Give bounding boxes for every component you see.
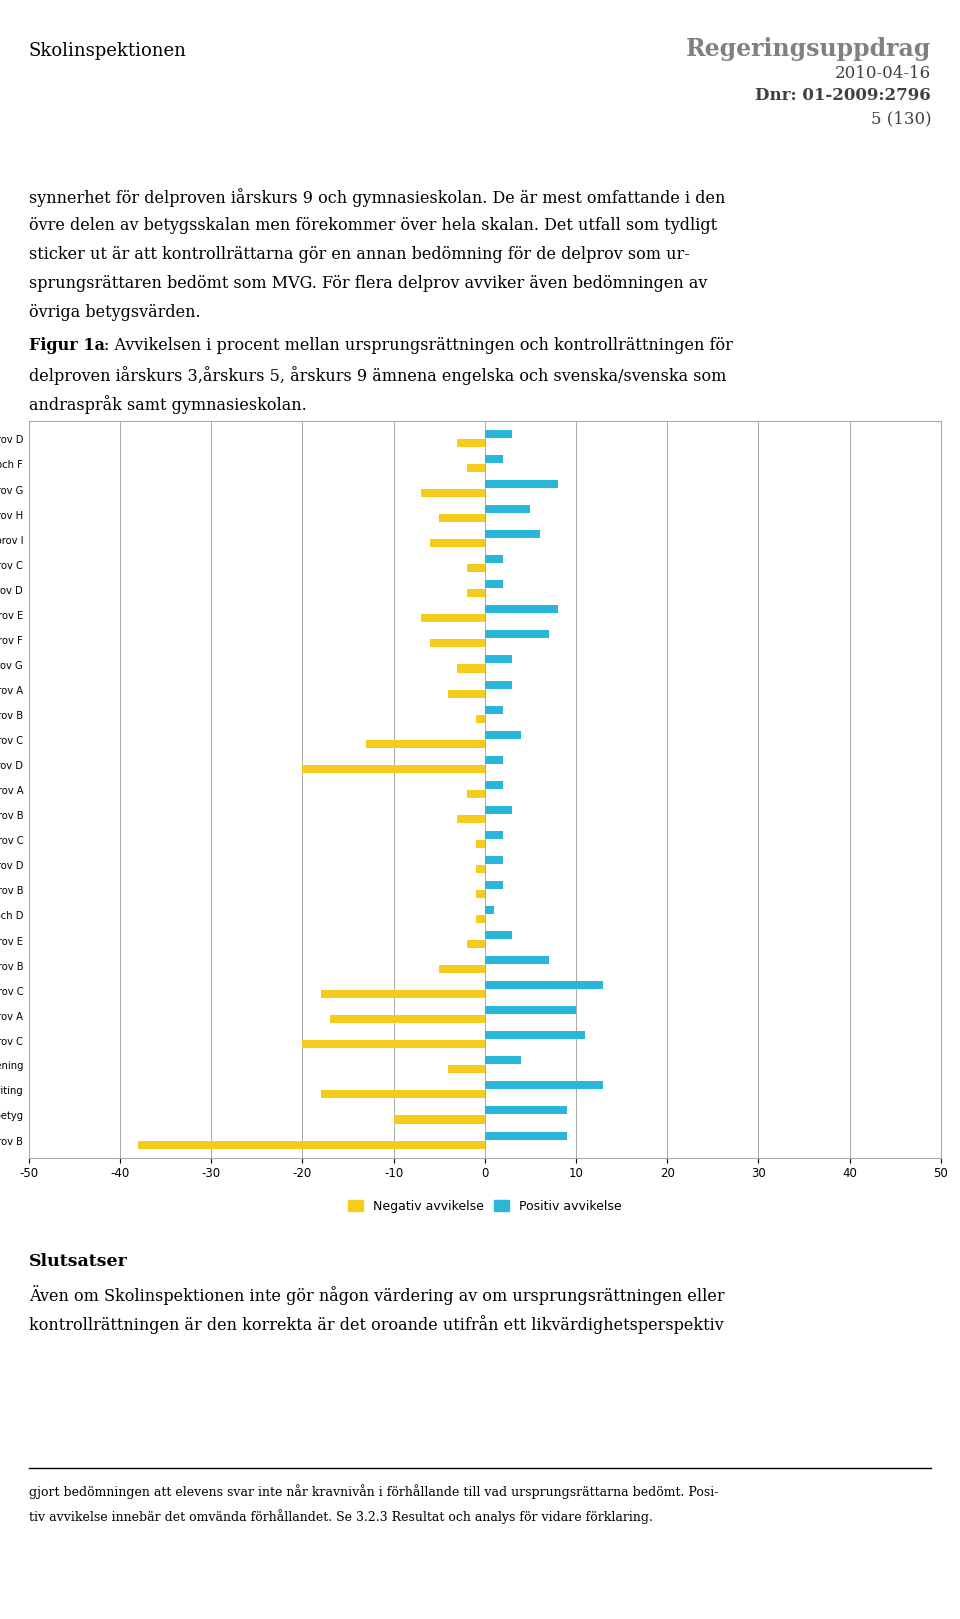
Bar (430, 640, 485, 648)
Bar (476, 840, 485, 848)
Bar (485, 555, 503, 563)
Text: tiv avvikelse innebär det omvända förhållandet. Se 3.2.3 Resultat och analys för: tiv avvikelse innebär det omvända förhål… (29, 1509, 653, 1523)
Bar (467, 589, 485, 597)
Bar (485, 730, 521, 738)
Bar (485, 780, 503, 788)
Bar (485, 431, 513, 439)
Bar (467, 565, 485, 572)
Text: delproven iårskurs 3,årskurs 5, årskurs 9 ämnena engelska och svenska/svenska so: delproven iårskurs 3,årskurs 5, årskurs … (29, 366, 726, 385)
Bar (485, 606, 558, 614)
Bar (457, 664, 485, 672)
Bar (485, 481, 558, 487)
Text: 2010-04-16: 2010-04-16 (835, 65, 931, 83)
Bar (467, 465, 485, 473)
Text: : Avvikelsen i procent mellan ursprungsrättningen och kontrollrättningen för: : Avvikelsen i procent mellan ursprungsr… (104, 337, 732, 355)
Bar (485, 957, 549, 965)
Bar (485, 580, 503, 588)
Bar (439, 515, 485, 523)
Bar (485, 981, 604, 989)
Text: Dnr: 01-2009:2796: Dnr: 01-2009:2796 (756, 87, 931, 105)
Text: Slutsatser: Slutsatser (29, 1253, 128, 1271)
Bar (485, 680, 513, 688)
Bar (485, 706, 503, 714)
Bar (330, 1015, 485, 1023)
Bar (421, 489, 485, 497)
Bar (394, 1115, 485, 1124)
Bar (476, 865, 485, 873)
Bar (439, 965, 485, 973)
Bar (485, 1031, 586, 1039)
Bar (448, 1065, 485, 1073)
Text: sprungsrättaren bedömt som MVG. För flera delprov avviker även bedömningen av: sprungsrättaren bedömt som MVG. För fler… (29, 275, 708, 293)
Bar (457, 439, 485, 447)
Bar (485, 907, 493, 915)
Bar (467, 941, 485, 949)
Bar (467, 790, 485, 798)
Bar (430, 539, 485, 547)
Bar (485, 455, 503, 463)
Text: övre delen av betygsskalan men förekommer över hela skalan. Det utfall som tydli: övre delen av betygsskalan men förekomme… (29, 217, 717, 235)
Text: gjort bedömningen att elevens svar inte når kravnivån i förhållande till vad urs: gjort bedömningen att elevens svar inte … (29, 1485, 718, 1499)
Bar (485, 656, 513, 664)
Bar (485, 1056, 521, 1064)
Bar (485, 1132, 566, 1140)
Bar (448, 690, 485, 698)
Bar (476, 714, 485, 722)
Bar (457, 814, 485, 822)
Bar (321, 1091, 485, 1098)
Bar (485, 806, 513, 814)
Bar (485, 529, 540, 538)
Text: Skolinspektionen: Skolinspektionen (29, 42, 186, 60)
Bar (302, 764, 485, 772)
Bar (138, 1140, 485, 1148)
Text: övriga betygsvärden.: övriga betygsvärden. (29, 304, 201, 322)
Bar (302, 1041, 485, 1049)
Text: andraspråk samt gymnasieskolan.: andraspråk samt gymnasieskolan. (29, 395, 306, 414)
Bar (485, 881, 503, 889)
Bar (485, 1007, 576, 1013)
Bar (485, 756, 503, 764)
Bar (485, 831, 503, 839)
Bar (485, 505, 530, 513)
Bar (485, 856, 503, 865)
Text: sticker ut är att kontrollrättarna gör en annan bedömning för de delprov som ur-: sticker ut är att kontrollrättarna gör e… (29, 246, 689, 264)
Bar (485, 630, 549, 638)
Bar (485, 1081, 604, 1090)
Bar (476, 890, 485, 899)
Bar (485, 931, 513, 939)
Bar (367, 740, 485, 748)
Text: 5 (130): 5 (130) (871, 110, 931, 128)
Text: synnerhet för delproven iårskurs 9 och gymnasieskolan. De är mest omfattande i d: synnerhet för delproven iårskurs 9 och g… (29, 188, 725, 207)
Text: kontrollrättningen är den korrekta är det oroande utifrån ett likvärdighetspersp: kontrollrättningen är den korrekta är de… (29, 1315, 724, 1334)
Bar (321, 991, 485, 999)
Bar (421, 614, 485, 622)
Bar (476, 915, 485, 923)
Text: Även om Skolinspektionen inte gör någon värdering av om ursprungsrättningen elle: Även om Skolinspektionen inte gör någon … (29, 1285, 725, 1305)
Text: Figur 1a: Figur 1a (29, 337, 105, 355)
Bar (485, 1106, 566, 1114)
Legend: Negativ avvikelse, Positiv avvikelse: Negativ avvikelse, Positiv avvikelse (343, 1195, 627, 1217)
Text: Regeringsuppdrag: Regeringsuppdrag (686, 37, 931, 62)
